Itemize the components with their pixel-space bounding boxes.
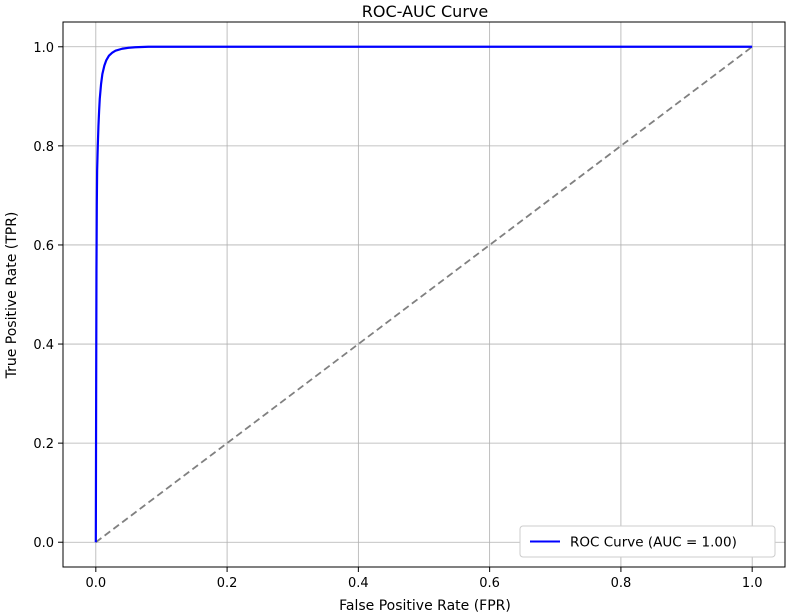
legend-label: ROC Curve (AUC = 1.00) [570,535,737,551]
y-tick-label: 0.8 [33,140,54,155]
x-tick-label: 0.6 [479,576,500,591]
x-tick-label: 0.8 [611,576,632,591]
x-axis-label: False Positive Rate (FPR) [339,598,511,614]
legend-box [519,525,776,558]
y-tick-label: 1.0 [33,41,54,56]
x-axis-ticks: 0.0 0.2 0.4 0.6 0.8 1.0 [85,567,763,591]
y-axis-label: True Positive Rate (TPR) [4,212,20,380]
x-tick-label: 0.2 [217,576,238,591]
diagonal-reference-line [95,46,753,543]
chart-title: ROC-AUC Curve [362,2,488,21]
x-tick-label: 1.0 [742,576,763,591]
x-tick-label: 0.0 [85,576,106,591]
x-tick-label: 0.4 [348,576,369,591]
y-tick-label: 0.2 [33,437,54,452]
y-axis-ticks: 0.0 0.2 0.4 0.6 0.8 1.0 [33,41,63,551]
y-tick-label: 0.0 [33,536,54,551]
series-group [94,45,753,543]
y-tick-label: 0.6 [33,239,54,254]
legend: ROC Curve (AUC = 1.00) [519,525,776,558]
y-tick-label: 0.4 [33,338,54,353]
roc-curve-line [94,45,753,543]
plot-frame [62,21,786,568]
